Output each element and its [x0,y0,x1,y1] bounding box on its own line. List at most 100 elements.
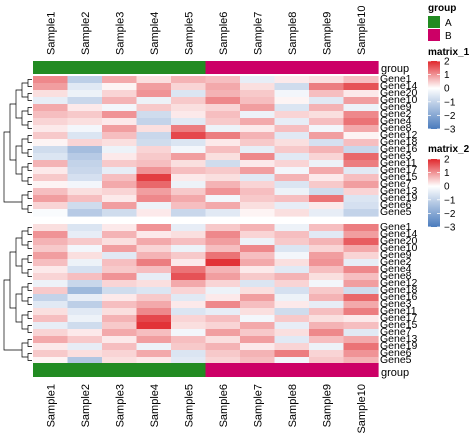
dendrogram-branch [27,353,32,361]
group-annotation-cell [136,61,172,74]
heatmap-cell [274,224,310,232]
row-label-gene4: Gene4 [380,115,412,127]
heatmap-cell [205,252,241,260]
sample-label-9: Sample9 [321,384,333,427]
heatmap-cell [136,322,172,330]
heatmap-cell [67,181,103,189]
group-annotation-cell [33,363,69,377]
dendrogram-branch [21,110,28,126]
heatmap-cell [171,104,207,112]
sample-label-7: Sample7 [252,384,264,427]
heatmap-cell [343,294,379,302]
heatmap-cell [136,280,172,288]
heatmap-cell [136,181,172,189]
heatmap-cell [240,125,276,133]
heatmap-cell [205,167,241,175]
heatmap-cell [171,350,207,358]
heatmap-cell [102,111,138,119]
heatmap-cell [309,153,345,161]
heatmap-cell [67,188,103,196]
heatmap-cell [309,104,345,112]
heatmap-cell [205,231,241,239]
colorbar-tick-label: 0 [444,84,450,95]
heatmap-cell [171,329,207,337]
heatmap-cell [171,132,207,140]
heatmap-cell [33,139,69,147]
heatmap-cell [240,167,276,175]
heatmap-cell [67,357,103,365]
row-label-gene1: Gene1 [380,73,412,85]
group-annotation-cell [309,61,345,74]
dendrogram-branch [27,205,32,213]
heatmap-cell [240,329,276,337]
heatmap-cell [205,202,241,210]
heatmap-cell [274,188,310,196]
heatmap-cell [205,118,241,126]
sample-label-10: Sample10 [356,384,368,434]
heatmap-cell [240,315,276,323]
dendrogram-branch [27,149,32,157]
row-label-gene2: Gene2 [380,256,412,268]
heatmap-cell [309,273,345,281]
heatmap-cell [33,174,69,182]
heatmap-cell [67,294,103,302]
heatmap-cell [67,329,103,337]
heatmap-cell [240,224,276,232]
heatmap-cell [205,90,241,98]
heatmap-cell [67,202,103,210]
row-label-gene12: Gene12 [380,129,418,141]
colorbar-tick-label: 2 [444,155,450,166]
heatmap-cell [343,322,379,330]
heatmap-cell [136,146,172,154]
heatmap-cell [205,301,241,309]
sample-label-5: Sample5 [183,384,195,427]
heatmap-cell [309,343,345,351]
heatmap-cell [205,83,241,91]
heatmap-cell [33,252,69,260]
heatmap-cell [102,252,138,260]
heatmap-cell [240,301,276,309]
heatmap-cell [274,174,310,182]
heatmap-cell [343,308,379,316]
heatmap-cell [205,160,241,168]
group-legend-label-a: A [445,18,452,29]
heatmap-cell [240,188,276,196]
matrix-2-colorbar [428,159,440,227]
dendrogram-branch [27,79,32,87]
heatmap-cell [102,83,138,91]
heatmap-cell [274,252,310,260]
heatmap-cell [309,188,345,196]
group-annotation-cell [33,61,69,74]
heatmap-cell [67,174,103,182]
dendrogram-branch [27,177,32,185]
heatmap-cell [240,280,276,288]
heatmap-cell [67,266,103,274]
heatmap-cell [205,329,241,337]
heatmap-cell [33,294,69,302]
group-annotation-cell [205,363,241,377]
heatmap-cell [67,336,103,344]
heatmap-cell [343,224,379,232]
heatmap-cell [67,224,103,232]
heatmap-cell [67,153,103,161]
heatmap-cell [309,301,345,309]
heatmap-cell [274,357,310,365]
row-label-gene18: Gene18 [380,136,418,148]
heatmap-cell [67,273,103,281]
sample-label-8: Sample8 [287,384,299,427]
matrix-1-colorbar [428,61,440,129]
row-label-gene5: Gene5 [380,206,412,218]
heatmap-cell [240,83,276,91]
heatmap-cell [274,350,310,358]
sample-label-1: Sample1 [45,12,57,55]
heatmap-cell [309,350,345,358]
heatmap-cell [240,118,276,126]
dendrogram-branch [27,297,32,305]
heatmap-cell [274,308,310,316]
heatmap-cell [240,343,276,351]
sample-label-3: Sample3 [114,384,126,427]
heatmap-cell [102,280,138,288]
row-label-gene20: Gene20 [380,87,418,99]
group-annotation-cell [205,61,241,74]
heatmap-cell [102,167,138,175]
